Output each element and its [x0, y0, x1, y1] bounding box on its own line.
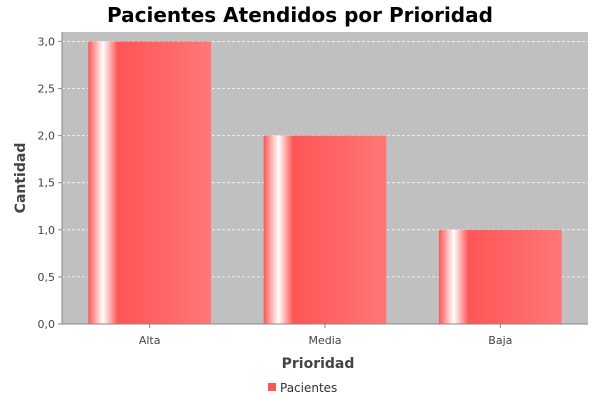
y-tick-label: 2,0 [38, 130, 56, 143]
y-ticks: 0,0 0,5 1,0 1,5 2,0 2,5 3,0 [38, 35, 62, 331]
x-tick-label: Alta [139, 334, 161, 347]
y-axis-label: Cantidad [13, 143, 29, 214]
x-tick-label: Baja [488, 334, 512, 347]
x-ticks: Alta Media Baja [139, 324, 512, 347]
bar [88, 41, 212, 325]
y-tick-label: 3,0 [38, 35, 56, 48]
legend: Pacientes [268, 381, 337, 395]
legend-swatch [268, 383, 276, 391]
y-tick-label: 1,0 [38, 224, 56, 237]
y-tick-label: 0,0 [38, 318, 56, 331]
bars [88, 41, 562, 325]
x-axis-label: Prioridad [282, 356, 355, 372]
bar [263, 135, 387, 324]
x-tick-label: Media [308, 334, 341, 347]
bar [438, 229, 562, 324]
y-tick-label: 1,5 [38, 177, 56, 190]
y-tick-label: 2,5 [38, 83, 56, 96]
y-tick-label: 0,5 [38, 271, 56, 284]
chart-title: Pacientes Atendidos por Prioridad [107, 3, 493, 27]
legend-label: Pacientes [280, 381, 337, 395]
